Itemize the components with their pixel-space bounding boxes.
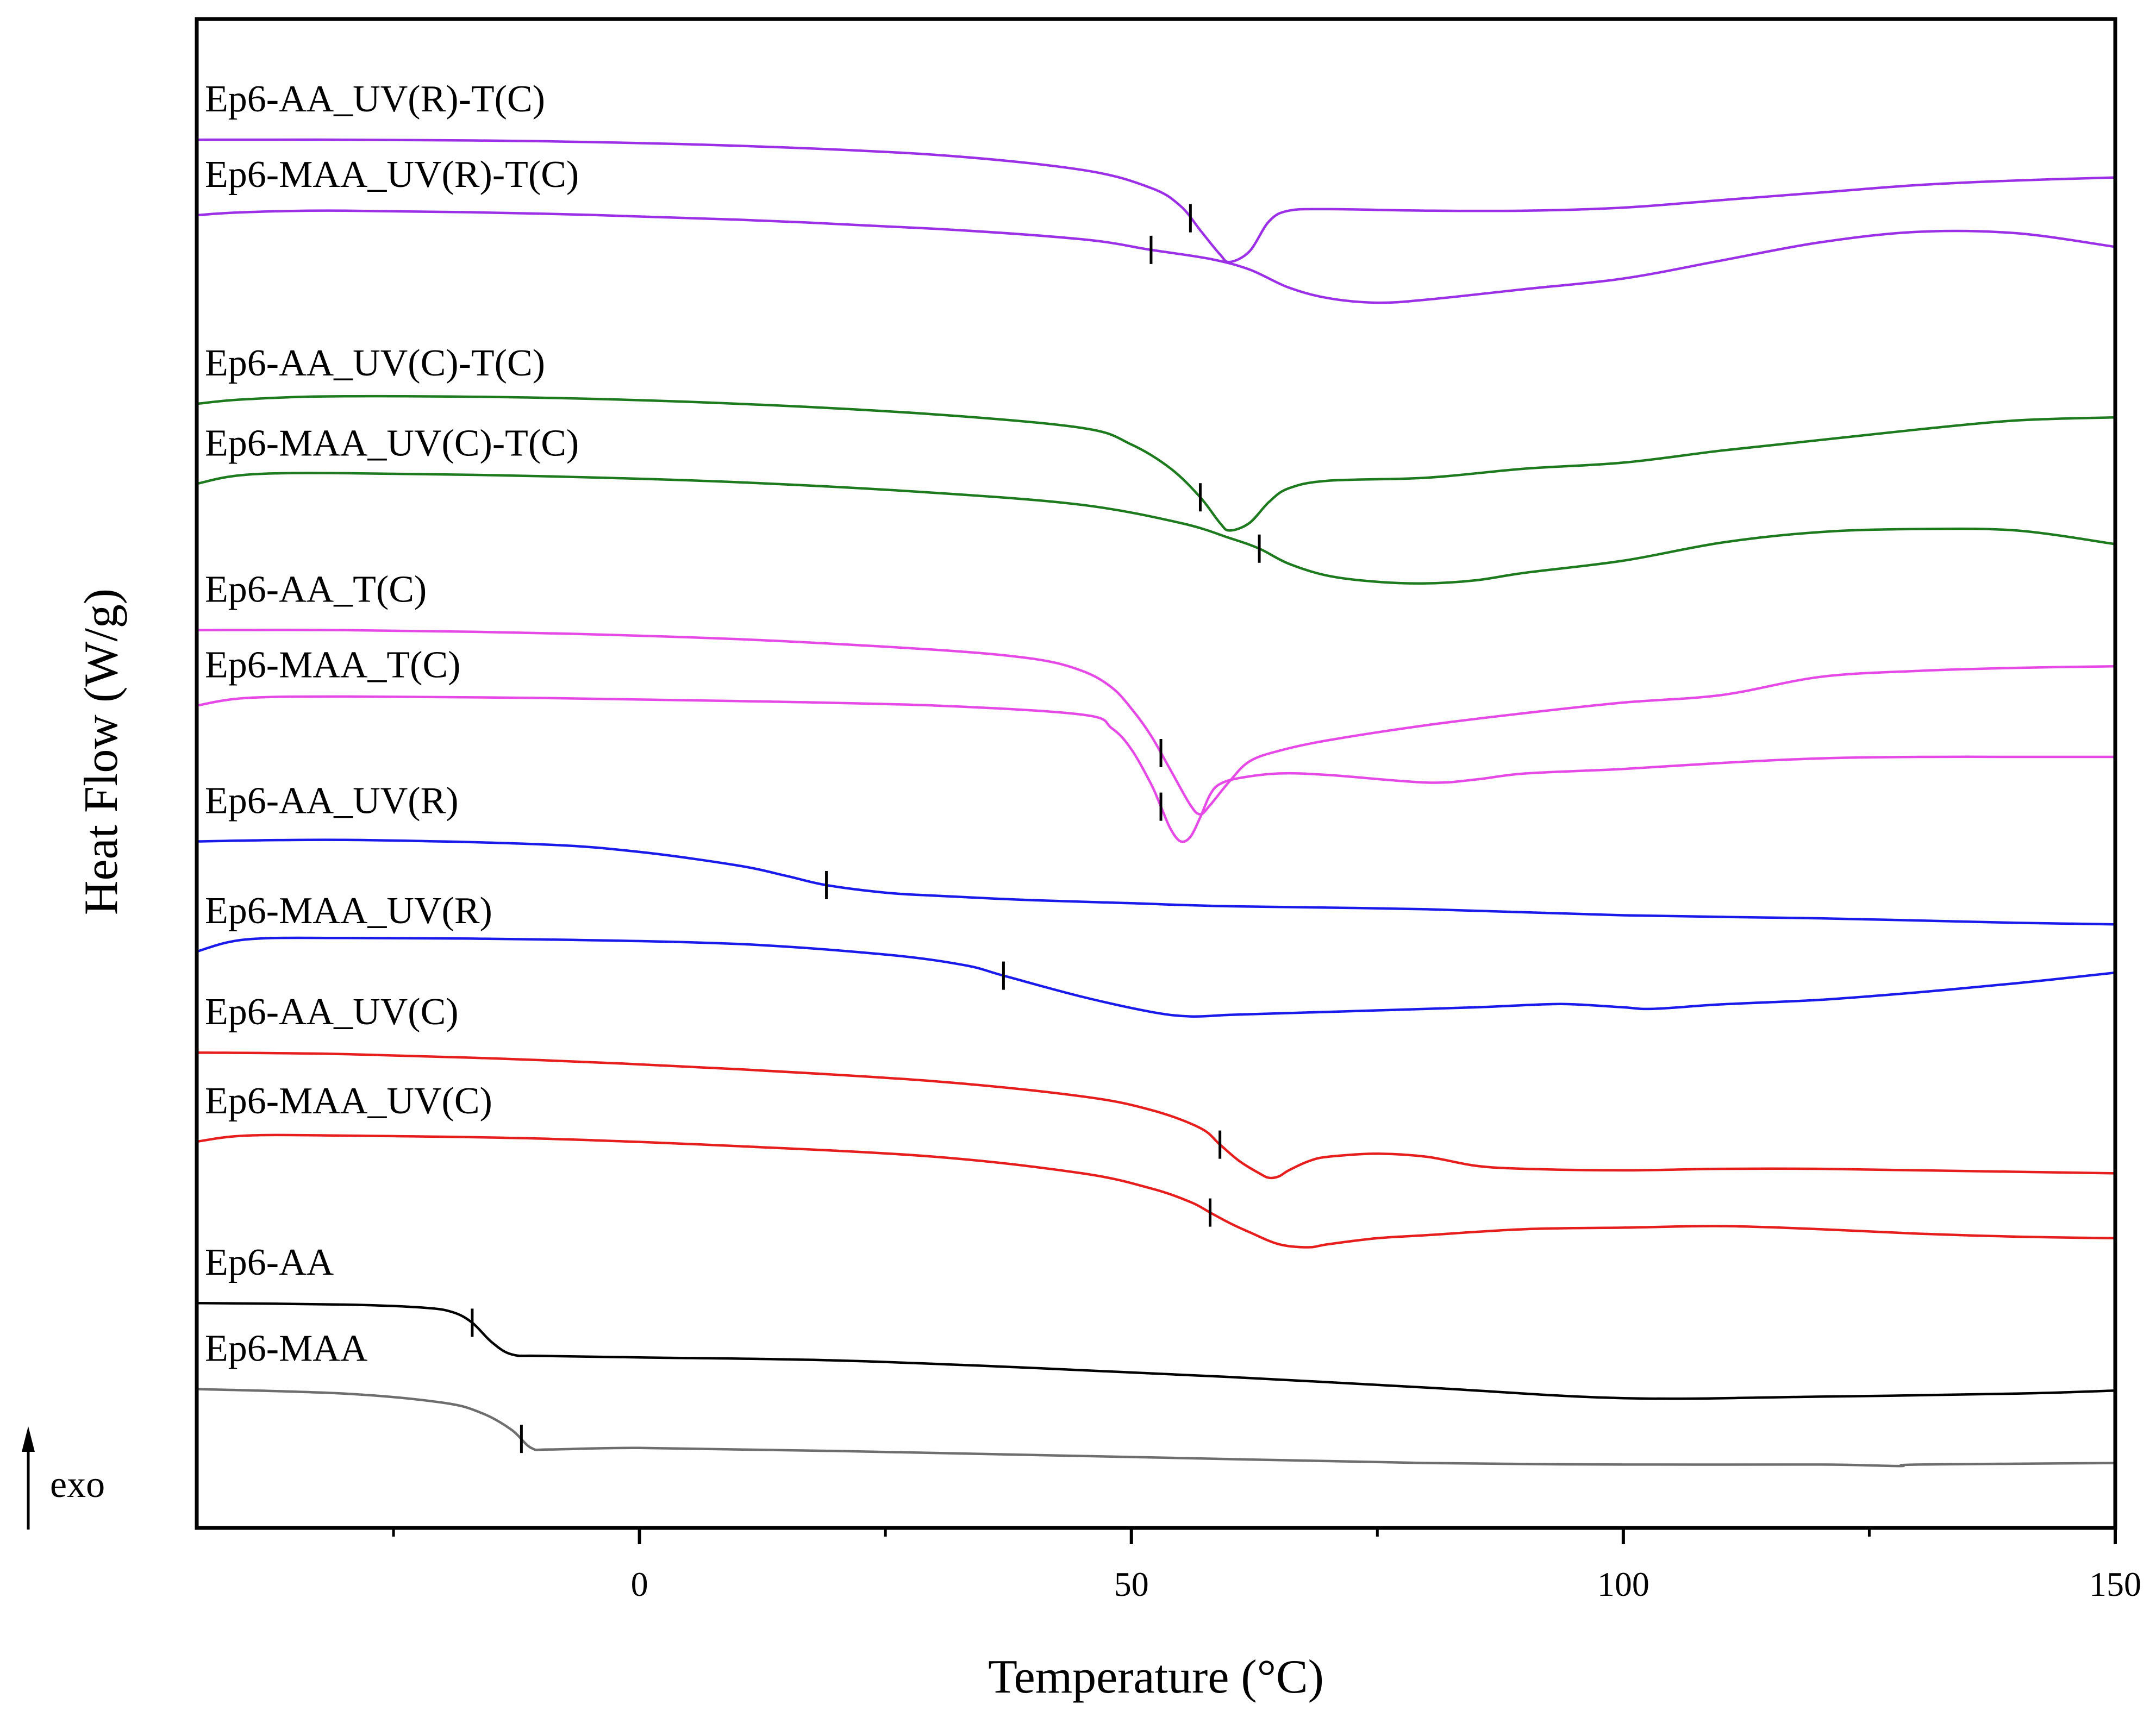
series-label-ep6-aa-uv-r-t-c: Ep6-AA_UV(R)-T(C) <box>205 78 545 120</box>
series-line-ep6-maa-t-c <box>195 695 2117 843</box>
series-line-ep6-maa-uv-r-t-c <box>195 209 2117 304</box>
series-label-ep6-maa-uv-r: Ep6-MAA_UV(R) <box>205 890 492 932</box>
exo-arrow-head-icon <box>22 1426 35 1452</box>
exo-label: exo <box>50 1464 105 1506</box>
series-label-ep6-aa-t-c: Ep6-AA_T(C) <box>205 569 427 611</box>
series-line-ep6-maa <box>195 1388 2117 1468</box>
series-label-ep6-maa: Ep6-MAA <box>205 1328 368 1370</box>
series-line-ep6-aa-uv-r <box>195 838 2117 926</box>
series-labels-layer: Ep6-AA_UV(R)-T(C) Ep6-MAA_UV(R)-T(C) Ep6-A… <box>205 78 579 1369</box>
series-label-ep6-maa-uv-c: Ep6-MAA_UV(C) <box>205 1080 492 1122</box>
series-line-ep6-maa-uv-c <box>195 1133 2117 1249</box>
series-label-ep6-aa-uv-c-t-c: Ep6-AA_UV(C)-T(C) <box>205 342 545 384</box>
series-label-ep6-maa-uv-c-t-c: Ep6-MAA_UV(C)-T(C) <box>205 422 579 464</box>
series-line-ep6-aa <box>195 1301 2117 1400</box>
series-line-ep6-aa-uv-c <box>195 1051 2117 1180</box>
x-tick-label: 0 <box>631 1565 648 1603</box>
plot-frame <box>195 17 2117 1530</box>
series-label-ep6-aa-uv-c: Ep6-AA_UV(C) <box>205 991 459 1033</box>
series-label-ep6-aa-uv-r: Ep6-AA_UV(R) <box>205 780 459 822</box>
series-line-ep6-maa-uv-c-t-c <box>195 472 2117 585</box>
x-tick-label: 50 <box>1114 1565 1149 1603</box>
series-label-ep6-maa-t-c: Ep6-MAA_T(C) <box>205 644 460 686</box>
series-line-ep6-aa-uv-c-t-c <box>195 394 2117 532</box>
x-axis-title: Temperature (°C) <box>988 1651 1324 1703</box>
x-tick-label: 100 <box>1597 1565 1649 1603</box>
series-line-ep6-maa-uv-r <box>195 936 2117 1018</box>
x-axis-ticks: 0 50 100 150 <box>392 1528 2141 1603</box>
x-tick-label: 150 <box>2089 1565 2141 1603</box>
series-label-ep6-maa-uv-r-t-c: Ep6-MAA_UV(R)-T(C) <box>205 154 579 196</box>
y-axis-title: Heat Flow (W/g) <box>75 588 128 915</box>
series-label-ep6-aa: Ep6-AA <box>205 1242 334 1283</box>
series-layer <box>195 138 2117 1468</box>
series-line-ep6-aa-t-c <box>195 629 2117 816</box>
series-line-ep6-aa-uv-r-t-c <box>195 138 2117 264</box>
